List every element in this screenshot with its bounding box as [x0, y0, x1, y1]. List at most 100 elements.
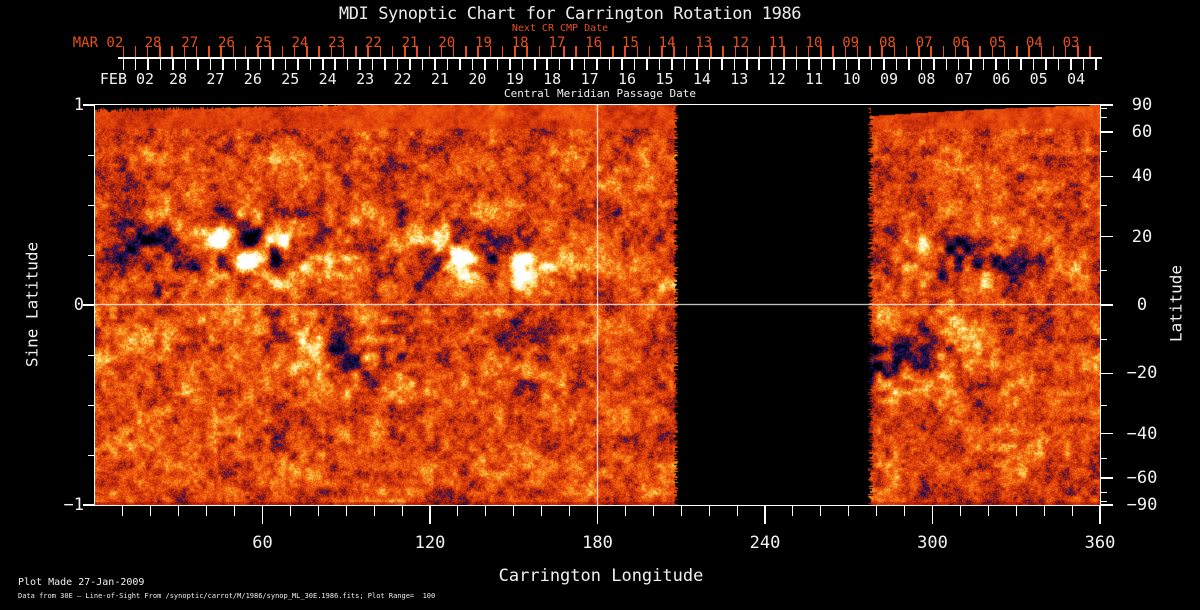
next-cr-tick	[967, 46, 969, 57]
longitude-major-tick	[596, 505, 599, 524]
latitude-tick-label: −40	[1126, 423, 1158, 444]
next-cr-tick	[391, 46, 394, 57]
next-cr-tick	[856, 46, 859, 57]
next-cr-tick	[881, 46, 883, 57]
cmp-date-label: 16	[618, 70, 637, 88]
cmp-date-label: 15	[655, 70, 674, 88]
longitude-minor-tick	[624, 505, 626, 516]
cmp-date-tick	[247, 57, 249, 70]
next-cr-tick	[563, 46, 565, 57]
sine-latitude-minor-tick	[88, 254, 95, 256]
next-cr-date-label: 22	[364, 35, 382, 51]
cmp-date-tick	[322, 57, 324, 70]
next-cr-tick	[648, 46, 651, 57]
sine-latitude-tick-label: −1	[63, 495, 84, 515]
cmp-date-label: 12	[767, 70, 786, 88]
longitude-minor-tick	[289, 505, 291, 516]
cmp-date-tick	[297, 57, 299, 70]
cmp-date-tick	[147, 57, 149, 70]
longitude-minor-tick	[820, 505, 822, 516]
next-cr-tick	[477, 46, 479, 57]
longitude-tick-label: 300	[917, 533, 948, 553]
cmp-date-tick	[184, 57, 187, 70]
longitude-major-tick	[261, 505, 264, 524]
next-cr-tick	[942, 46, 945, 57]
cmp-date-tick	[808, 57, 810, 70]
cmp-date-tick	[596, 57, 598, 70]
cmp-date-tick	[272, 57, 274, 70]
cmp-date-label: 11	[805, 70, 824, 88]
next-cr-tick	[954, 46, 957, 57]
cmp-date-tick	[970, 57, 972, 70]
longitude-minor-tick	[513, 505, 515, 516]
next-cr-tick	[428, 46, 430, 57]
sine-latitude-major-tick	[83, 304, 95, 306]
next-cr-tick	[550, 46, 553, 57]
longitude-minor-tick	[680, 505, 682, 516]
cmp-date-tick	[920, 57, 923, 70]
cmp-date-label: 05	[1029, 70, 1048, 88]
longitude-minor-tick	[541, 505, 543, 516]
latitude-minor-tick	[1100, 492, 1107, 494]
cmp-date-tick	[995, 57, 997, 70]
cmp-date-tick	[421, 57, 424, 70]
cmp-date-tick	[933, 57, 935, 70]
next-cr-tick	[661, 46, 663, 57]
cmp-date-tick	[833, 57, 835, 70]
next-cr-tick	[820, 46, 822, 57]
cmp-date-tick	[721, 57, 723, 70]
next-cr-date-label: 17	[548, 35, 566, 51]
next-cr-tick	[734, 46, 736, 57]
latitude-minor-tick	[1100, 269, 1107, 271]
next-cr-tick	[771, 46, 773, 57]
cmp-date-tick	[284, 57, 287, 70]
latitude-major-tick	[1100, 432, 1113, 435]
latitude-major-tick	[1100, 304, 1113, 306]
plot-made-date: Plot Made 27-Jan-2009	[18, 577, 145, 588]
latitude-major-tick	[1100, 504, 1113, 506]
next-cr-tick	[220, 46, 222, 57]
next-cr-tick	[783, 46, 785, 57]
cmp-date-label: 26	[243, 70, 262, 88]
next-cr-date-label: 19	[475, 35, 492, 51]
longitude-minor-tick	[1071, 505, 1073, 516]
longitude-minor-tick	[848, 505, 850, 516]
cmp-date-label: 25	[281, 70, 300, 88]
longitude-tick-label: 240	[749, 533, 781, 553]
next-cr-tick	[893, 46, 896, 57]
next-cr-tick	[501, 46, 504, 57]
next-cr-date-label: 13	[695, 35, 713, 51]
longitude-minor-tick	[345, 505, 347, 516]
cmp-date-tick	[608, 57, 611, 70]
longitude-tick-label: 180	[582, 533, 613, 553]
next-cr-date-label: 11	[768, 35, 786, 51]
longitude-major-tick	[429, 505, 431, 524]
cmp-date-tick	[571, 57, 573, 70]
cmp-date-tick	[845, 57, 848, 70]
next-cr-tick	[979, 46, 981, 57]
cmp-date-label: FEB 02	[99, 70, 155, 88]
sine-latitude-minor-tick	[88, 454, 95, 456]
next-cr-tick	[342, 46, 345, 57]
latitude-minor-tick	[1100, 204, 1107, 206]
next-cr-tick	[526, 46, 528, 57]
cmp-date-tick	[820, 57, 823, 70]
next-cr-tick	[465, 46, 467, 57]
cmp-date-tick	[733, 57, 736, 70]
cmp-date-tick	[346, 57, 349, 70]
chart-title: MDI Synoptic Chart for Carrington Rotati…	[338, 4, 802, 24]
cmp-date-tick	[484, 57, 486, 70]
cmp-date-tick	[396, 57, 399, 70]
longitude-minor-tick	[708, 505, 710, 516]
next-cr-date-label: 04	[1025, 35, 1043, 51]
cmp-date-tick	[858, 57, 860, 70]
next-cr-tick	[367, 46, 369, 57]
next-cr-tick	[183, 46, 186, 57]
sine-latitude-minor-tick	[88, 404, 95, 406]
next-cr-tick	[685, 46, 688, 57]
next-cr-date-label: 18	[511, 35, 529, 51]
longitude-minor-tick	[792, 505, 794, 516]
cmp-date-tick	[384, 57, 386, 70]
next-cr-tick	[1016, 46, 1018, 57]
